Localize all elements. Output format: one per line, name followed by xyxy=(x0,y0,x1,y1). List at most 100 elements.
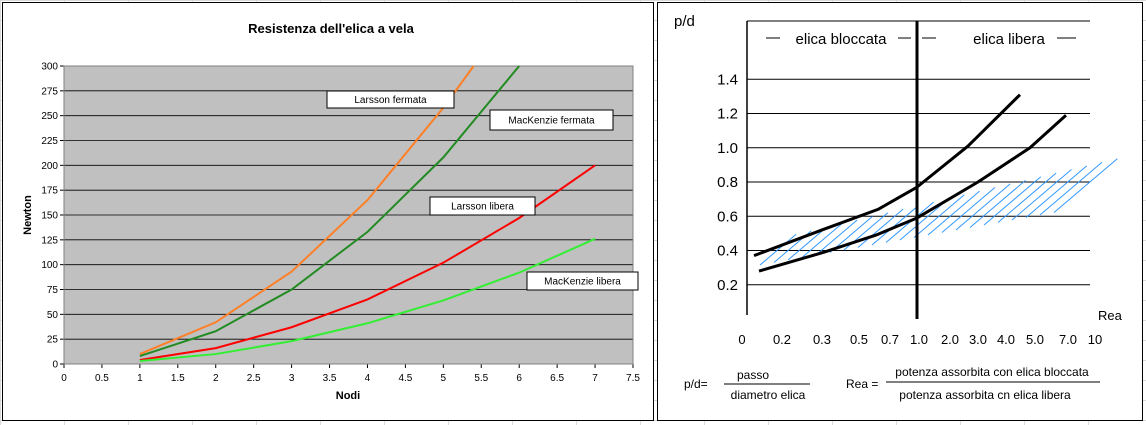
y-tick-label: 275 xyxy=(41,86,58,97)
hatch-line xyxy=(983,176,1042,226)
hatch-line xyxy=(1025,165,1088,218)
y-tick-labels: 1.4 1.2 1.0 0.8 0.6 0.4 0.2 xyxy=(717,71,738,294)
x-tick-label: 6 xyxy=(516,373,522,384)
y-tick-label: 150 xyxy=(41,211,58,222)
hatch-line xyxy=(1011,169,1072,221)
x-tick-label: 0.5 xyxy=(850,332,868,347)
hatch-line xyxy=(801,223,843,258)
hatched-region xyxy=(759,158,1118,266)
y-tick-label: 25 xyxy=(47,335,59,346)
series-label-box xyxy=(429,196,536,216)
series-label: MacKenzie libera xyxy=(544,277,621,288)
y-axis-label: p/d xyxy=(674,13,695,30)
x-tick-label: 5.0 xyxy=(1026,332,1044,347)
series-label: MacKenzie fermata xyxy=(508,116,595,127)
hatch-line xyxy=(927,190,980,236)
series-labels: Larsson fermata MacKenzie fermata Larsson … xyxy=(326,90,639,291)
x-tick-label: 7 xyxy=(592,373,598,384)
y-tick-label: 0.6 xyxy=(717,208,738,225)
hatch-line xyxy=(955,183,1011,231)
y-axis-label: Newton xyxy=(22,195,34,235)
x-tick-label: 3.0 xyxy=(969,332,987,347)
series-line xyxy=(139,237,596,363)
x-tick-label: 1.5 xyxy=(171,373,185,384)
x-tick-label: 5 xyxy=(441,373,447,384)
x-axis-label: Rea xyxy=(1098,308,1123,323)
x-tick-label: 10 xyxy=(1088,332,1102,347)
y-tick-label: 125 xyxy=(41,235,58,246)
formula-rea-denominator: potenza assorbita cn elica libera xyxy=(899,388,1071,402)
y-tick-label: 250 xyxy=(41,111,58,122)
x-tick-label: 6.5 xyxy=(550,373,564,384)
x-tick-label: 7.0 xyxy=(1059,332,1077,347)
y-tick-label: 100 xyxy=(41,260,58,271)
series-label-box xyxy=(326,90,455,109)
y-tick-label: 0.4 xyxy=(717,243,738,260)
x-tick-label: 2.0 xyxy=(941,332,959,347)
x-tick-label: 4.0 xyxy=(997,332,1015,347)
y-tick-label: 200 xyxy=(41,161,58,172)
region-right-label: elica libera xyxy=(973,31,1045,48)
x-axis-label: Nodi xyxy=(336,390,360,402)
x-tick-label: 2 xyxy=(213,373,219,384)
hatch-line xyxy=(1053,158,1118,213)
series-label: Larsson fermata xyxy=(354,95,427,106)
x-tick-label: 3 xyxy=(289,373,295,384)
y-tick-label: 1.0 xyxy=(717,140,738,157)
series-label-box xyxy=(526,271,639,291)
y-tick-label: 0.2 xyxy=(717,277,738,294)
x-tick-label: 0 xyxy=(738,332,745,347)
series-line xyxy=(139,65,520,358)
hatch-line xyxy=(941,187,996,233)
series-label-box xyxy=(489,109,614,131)
series-label: Larsson libera xyxy=(451,202,514,213)
hatch-line xyxy=(913,194,965,238)
x-tick-label: 0.5 xyxy=(95,373,109,384)
y-tick-label: 1.2 xyxy=(717,106,738,123)
plot-border xyxy=(63,65,634,365)
x-tick-label: 0 xyxy=(61,373,67,384)
pitch-ratio-diagram: p/d 1.4 1.2 1.0 0.8 0.6 0.4 0.2 elica bloccata… xyxy=(674,13,1123,402)
series-line xyxy=(139,164,596,362)
hatch-line xyxy=(997,172,1057,223)
y-tick-label: 75 xyxy=(47,285,59,296)
x-tick-label: 7.5 xyxy=(626,373,640,384)
x-tick-label: 1 xyxy=(137,373,143,384)
x-tick-label: 4 xyxy=(365,373,371,384)
band-curve xyxy=(753,93,1022,258)
band-curves xyxy=(753,93,1068,273)
hatch-line xyxy=(787,226,827,261)
y-tick-label: 225 xyxy=(41,136,58,147)
y-tick-label: 175 xyxy=(41,186,58,197)
resistance-chart-panel[interactable]: Resistenza dell'elica a vela 0 25 50 75 100 1… xyxy=(2,2,654,421)
x-tick-label: 2.5 xyxy=(247,373,261,384)
formula-rea-numerator: potenza assorbita con elica bloccata xyxy=(895,365,1089,379)
y-tick-label: 0.8 xyxy=(717,174,738,191)
x-tick-label: 0.7 xyxy=(881,332,899,347)
formula-rea: Rea = potenza assorbita con elica blocca… xyxy=(846,365,1100,402)
y-tick-label: 1.4 xyxy=(717,71,738,88)
x-tick-label: 0.3 xyxy=(813,332,831,347)
pitch-diagram-panel[interactable]: p/d 1.4 1.2 1.0 0.8 0.6 0.4 0.2 elica bloccata… xyxy=(657,2,1143,421)
x-tick-label: 0.2 xyxy=(773,332,791,347)
formula-pd-numerator: passo xyxy=(737,368,769,382)
x-tick-labels: 0 0.2 0.3 0.5 0.7 1.0 2.0 3.0 4.0 5.0 7.0 10 xyxy=(738,332,1102,347)
hatch-line xyxy=(857,208,904,248)
formula-pd: p/d= passo diametro elica xyxy=(684,368,810,402)
resistance-chart: Resistenza dell'elica a vela 02550751001… xyxy=(22,21,640,402)
region-left-label: elica bloccata xyxy=(796,31,888,48)
formula-pd-lhs: p/d= xyxy=(684,377,708,391)
formula-rea-lhs: Rea = xyxy=(846,377,878,391)
y-tick-label: 50 xyxy=(47,310,59,321)
x-tick-label: 4.5 xyxy=(398,373,412,384)
x-tick-label: 1.0 xyxy=(910,332,928,347)
hatch-line xyxy=(871,205,919,246)
y-tick-label: 0 xyxy=(52,360,58,371)
formula-pd-denominator: diametro elica xyxy=(731,388,806,402)
chart-title: Resistenza dell'elica a vela xyxy=(248,21,414,36)
x-tick-label: 3.5 xyxy=(323,373,337,384)
hatch-line xyxy=(759,234,797,266)
hatch-line xyxy=(1039,161,1103,216)
x-tick-label: 5.5 xyxy=(474,373,488,384)
